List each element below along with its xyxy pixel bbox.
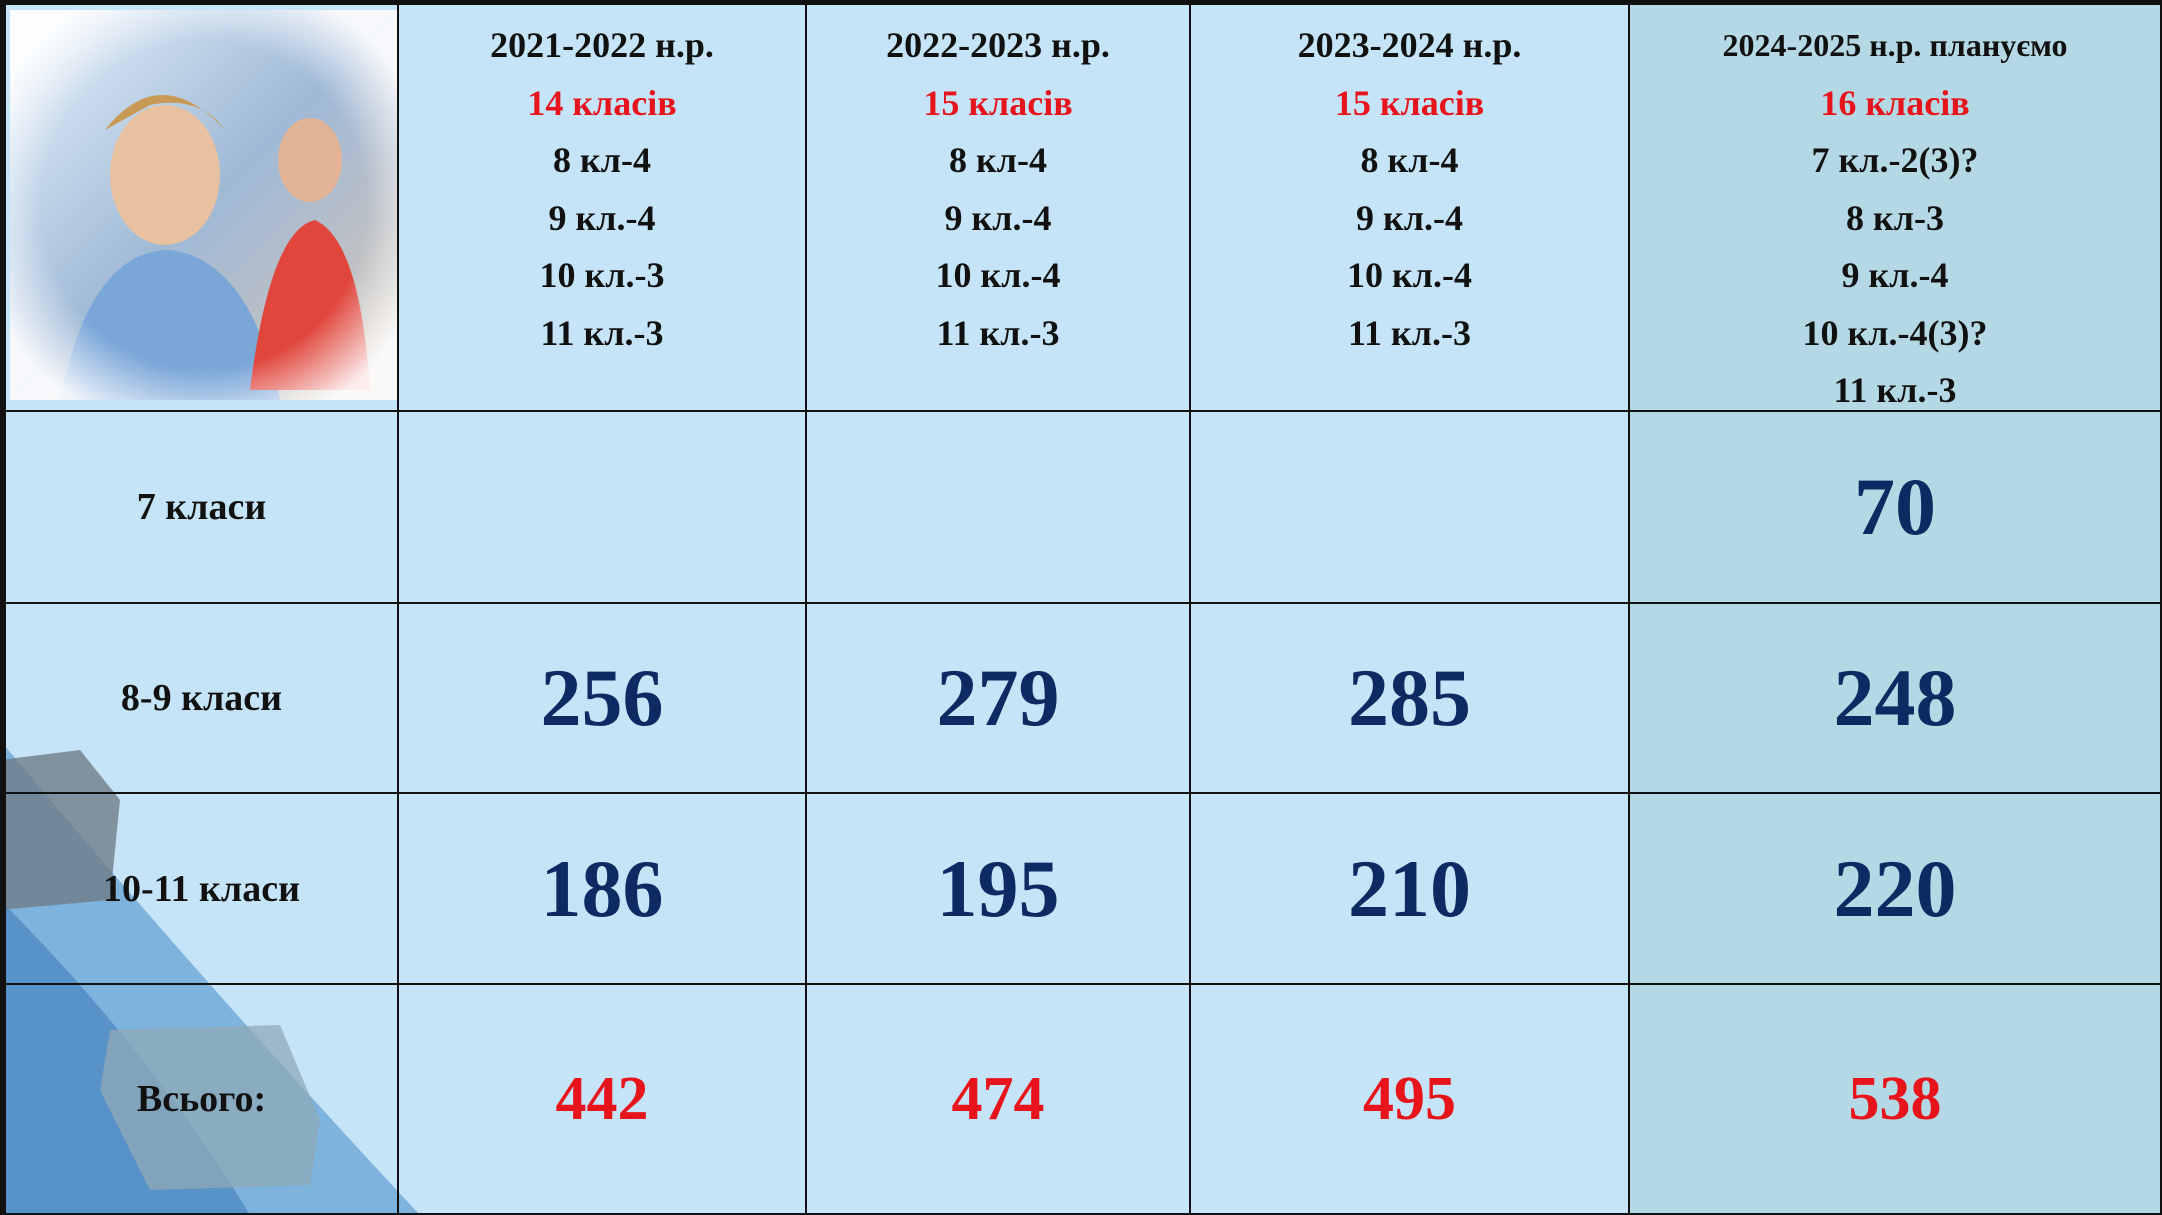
value-cell: [399, 412, 807, 604]
value: 186: [540, 842, 664, 934]
class-line: 8 кл-4: [1360, 140, 1459, 180]
column-title: 2021-2022 н.р.: [490, 25, 714, 65]
column-title: 2024-2025 н.р. плануємо: [1722, 27, 2068, 63]
value-cell: 442: [399, 985, 807, 1215]
class-count: 16 класів: [1820, 82, 1970, 123]
class-line: 9 кл.-4: [1841, 255, 1949, 295]
class-line: 10 кл.-4: [1347, 255, 1472, 295]
class-line: 11 кл.-3: [1348, 312, 1471, 353]
class-line: 11 кл.-3: [936, 312, 1060, 353]
class-line: 8 кл-4: [949, 140, 1047, 180]
row-label-cell: Всього:: [0, 985, 399, 1215]
class-line: 8 кл-4: [553, 140, 651, 180]
value: 70: [1854, 461, 1936, 552]
shape: [100, 1025, 320, 1190]
value-cell: 285: [1191, 604, 1630, 794]
class-line: 10 кл.-4(3)?: [1802, 312, 1988, 353]
total-value: 495: [1363, 1064, 1456, 1133]
class-line: 11 кл.-3: [540, 312, 664, 353]
value-cell: 495: [1191, 985, 1630, 1215]
class-line: 9 кл.-4: [944, 197, 1052, 238]
value-cell: 195: [807, 794, 1191, 985]
class-line: 10 кл.-3: [539, 255, 665, 295]
class-line: 9 кл.-4: [548, 197, 656, 238]
row-label-cell: 7 класи: [0, 412, 399, 604]
photo-vignette: [10, 10, 398, 400]
header-cell: 2023-2024 н.р. 15 класів 8 кл-4 9 кл.-4 10 к…: [1191, 0, 1630, 412]
row-label-cell: 8-9 класи: [0, 604, 399, 794]
value-cell: 70: [1630, 412, 2162, 604]
value: 210: [1348, 842, 1471, 934]
header-cell: 2021-2022 н.р. 14 класів 8 кл-4 9 кл.-4 10 к…: [399, 0, 807, 412]
value-cell: 279: [807, 604, 1191, 794]
value: 195: [936, 842, 1060, 934]
value-cell: 186: [399, 794, 807, 985]
class-count: 15 класів: [1334, 82, 1485, 123]
photo-cell: [0, 0, 399, 412]
total-value: 538: [1848, 1064, 1942, 1133]
value: 256: [540, 652, 664, 743]
value-cell: 256: [399, 604, 807, 794]
class-line: 8 кл-3: [1846, 197, 1944, 238]
value-cell: 538: [1630, 985, 2162, 1215]
class-line: 11 кл.-3: [1833, 370, 1957, 410]
class-line: 7 кл.-2(3)?: [1811, 140, 1979, 180]
value-cell: 248: [1630, 604, 2162, 794]
row-label: 10-11 класи: [102, 867, 301, 910]
class-line: 9 кл.-4: [1356, 197, 1463, 238]
class-count: 14 класів: [527, 82, 677, 123]
column-title: 2023-2024 н.р.: [1297, 25, 1522, 65]
value: 279: [936, 652, 1060, 743]
value: 285: [1348, 652, 1471, 743]
value: 220: [1833, 842, 1957, 934]
column-title: 2022-2023 н.р.: [886, 25, 1110, 65]
value-cell: 210: [1191, 794, 1630, 985]
header-cell: 2024-2025 н.р. плануємо 16 класів 7 кл.-2(…: [1630, 0, 2162, 412]
class-count: 15 класів: [923, 82, 1073, 123]
header-cell: 2022-2023 н.р. 15 класів 8 кл-4 9 кл.-4 10 к…: [807, 0, 1191, 412]
row-label: 7 класи: [136, 486, 267, 528]
row-label: Всього:: [136, 1078, 267, 1120]
value-cell: 220: [1630, 794, 2162, 985]
value: 248: [1833, 652, 1957, 743]
row-label-cell: 10-11 класи: [0, 794, 399, 985]
value-cell: [807, 412, 1191, 604]
row-label: 8-9 класи: [120, 677, 283, 719]
value-cell: 474: [807, 985, 1191, 1215]
total-value: 442: [555, 1064, 649, 1133]
shape: [0, 750, 120, 910]
total-value: 474: [951, 1064, 1045, 1133]
class-line: 10 кл.-4: [935, 255, 1061, 295]
value-cell: [1191, 412, 1630, 604]
